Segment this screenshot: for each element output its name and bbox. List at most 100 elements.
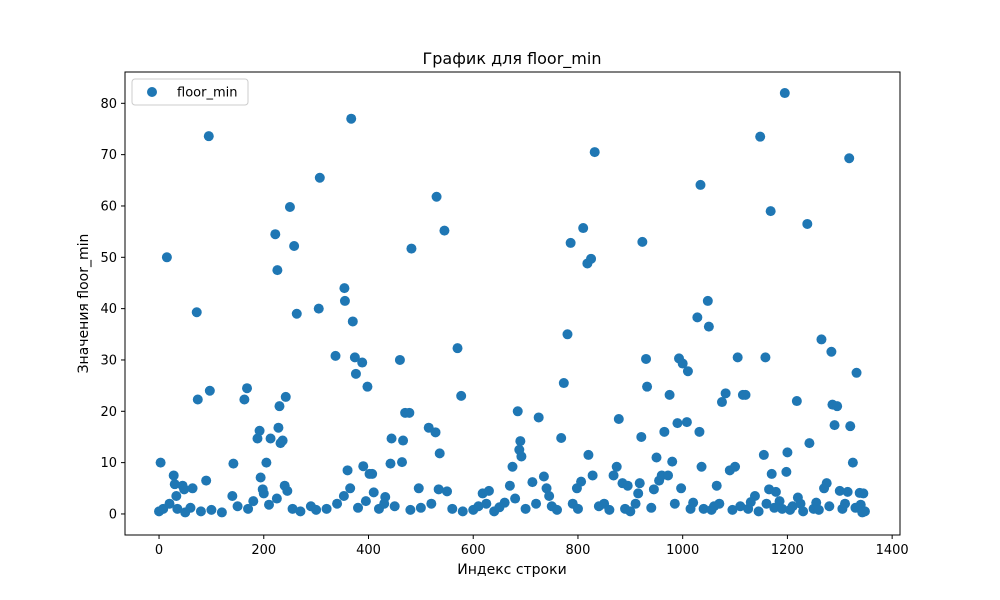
- legend-marker: [147, 87, 157, 97]
- data-point: [332, 498, 343, 509]
- data-point: [663, 470, 674, 481]
- data-point: [442, 486, 453, 497]
- data-point: [826, 346, 837, 357]
- data-point: [842, 486, 853, 497]
- data-point: [515, 436, 526, 447]
- data-point: [755, 131, 766, 142]
- y-tick-label: 60: [100, 199, 117, 214]
- data-point: [770, 486, 781, 497]
- data-point: [272, 265, 283, 276]
- data-point: [720, 388, 731, 399]
- data-point: [544, 490, 555, 501]
- data-point: [667, 456, 678, 467]
- data-point: [379, 498, 390, 509]
- data-point: [698, 503, 709, 514]
- y-tick-label: 50: [100, 251, 117, 266]
- data-point: [531, 498, 542, 509]
- x-axis-ticks: 0 200 400 600 800 1000 1200 1400: [155, 535, 909, 558]
- data-point: [740, 389, 751, 400]
- data-point: [774, 496, 785, 507]
- data-point: [255, 472, 266, 483]
- data-point: [583, 449, 594, 460]
- data-point: [447, 503, 458, 514]
- data-point: [386, 433, 397, 444]
- data-point: [630, 498, 641, 509]
- data-point: [677, 358, 688, 369]
- data-point: [608, 470, 619, 481]
- data-point: [576, 476, 587, 487]
- data-point: [248, 496, 259, 507]
- data-point: [765, 206, 776, 217]
- data-point: [426, 498, 437, 509]
- data-point: [357, 357, 368, 368]
- data-point: [349, 352, 360, 363]
- y-tick-label: 0: [109, 507, 117, 522]
- data-point: [169, 479, 180, 490]
- data-point: [280, 391, 291, 402]
- x-tick-label: 200: [251, 543, 276, 558]
- data-point: [804, 438, 815, 449]
- data-point: [330, 350, 341, 361]
- data-point: [206, 504, 217, 515]
- data-point: [813, 504, 824, 515]
- data-point: [232, 501, 243, 512]
- data-point: [179, 484, 190, 495]
- data-point: [703, 321, 714, 332]
- data-point: [277, 435, 288, 446]
- data-point: [648, 484, 659, 495]
- data-point: [243, 503, 254, 514]
- x-axis-label: Индекс строки: [457, 562, 566, 578]
- data-point: [339, 295, 350, 306]
- data-point: [457, 506, 468, 517]
- data-point: [473, 501, 484, 512]
- legend-label: floor_min: [177, 86, 237, 101]
- data-point: [271, 493, 282, 504]
- data-point: [270, 229, 281, 240]
- data-point: [572, 503, 583, 514]
- data-point: [681, 417, 692, 428]
- data-point: [791, 396, 802, 407]
- y-tick-label: 80: [100, 97, 117, 112]
- data-point: [695, 179, 706, 190]
- data-point: [642, 381, 653, 392]
- data-point: [538, 471, 549, 482]
- data-point: [311, 504, 322, 515]
- data-point: [439, 225, 450, 236]
- data-point: [659, 426, 670, 437]
- data-point: [857, 507, 868, 518]
- data-point: [634, 478, 645, 489]
- data-point: [714, 498, 725, 509]
- data-point: [284, 202, 295, 212]
- data-point: [155, 457, 166, 468]
- data-point: [781, 466, 792, 477]
- data-point: [321, 503, 332, 514]
- data-point: [824, 501, 835, 512]
- data-point: [676, 483, 687, 494]
- data-point: [527, 477, 538, 488]
- data-point: [191, 307, 202, 318]
- data-point: [345, 483, 356, 494]
- data-point: [254, 425, 265, 436]
- data-point: [541, 483, 552, 494]
- y-tick-label: 70: [100, 148, 117, 163]
- data-point: [821, 478, 832, 489]
- data-point: [510, 493, 521, 504]
- x-tick-label: 1400: [876, 543, 909, 558]
- data-point: [313, 303, 324, 314]
- data-point: [611, 461, 622, 472]
- data-point: [556, 432, 567, 443]
- data-point: [641, 353, 652, 364]
- data-point: [264, 499, 274, 510]
- data-point: [795, 498, 806, 509]
- data-point: [858, 488, 869, 499]
- data-point: [405, 504, 416, 515]
- data-point: [589, 147, 600, 158]
- data-point: [696, 461, 707, 472]
- data-point: [434, 448, 445, 459]
- data-point: [636, 431, 647, 442]
- data-point: [273, 422, 284, 433]
- data-point: [855, 499, 866, 510]
- data-point: [562, 329, 573, 340]
- data-point: [195, 506, 206, 517]
- data-point: [204, 385, 215, 396]
